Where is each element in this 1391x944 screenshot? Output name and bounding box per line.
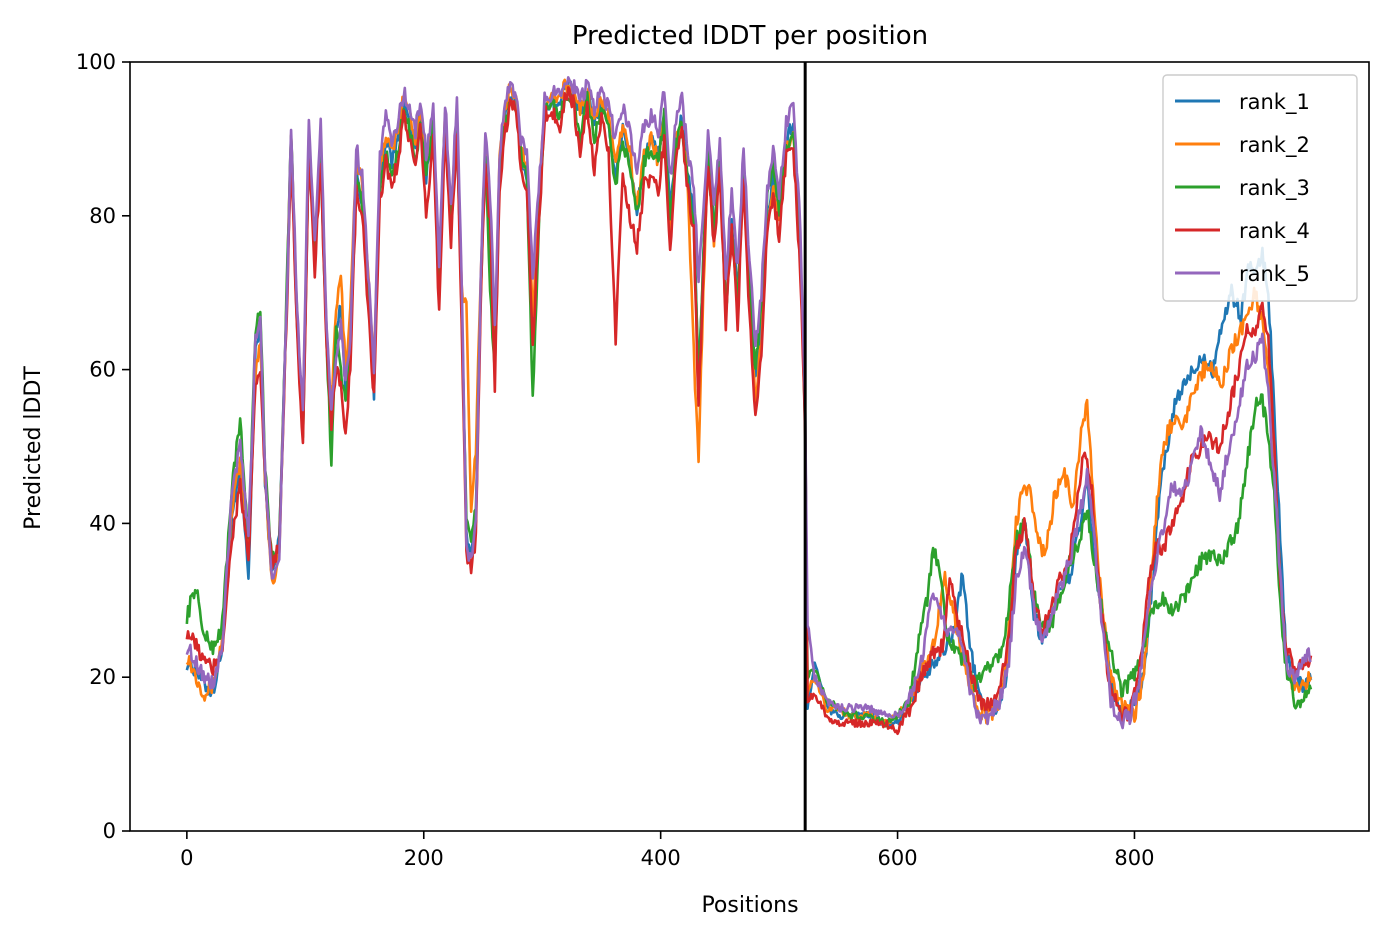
x-tick-label: 800	[1114, 846, 1154, 870]
legend-label: rank_5	[1239, 262, 1310, 287]
legend: rank_1 rank_2 rank_3 rank_4 rank_5	[1162, 74, 1358, 302]
y-tick-label: 20	[89, 665, 116, 689]
axes: 0 200 400 600 800 0 20 40 60 80 100	[76, 50, 1370, 870]
y-tick-label: 60	[89, 358, 116, 382]
x-tick-label: 400	[641, 846, 681, 870]
legend-label: rank_2	[1239, 133, 1310, 158]
x-tick-label: 200	[404, 846, 444, 870]
legend-label: rank_3	[1239, 176, 1310, 201]
legend-box	[1162, 74, 1358, 302]
y-tick-label: 40	[89, 511, 116, 535]
plot-frame	[129, 61, 1370, 832]
x-tick-label: 0	[180, 846, 193, 870]
series-line-rank-5	[185, 76, 1312, 730]
x-tick-label: 600	[878, 846, 918, 870]
plot-area	[185, 62, 1313, 831]
y-tick-label: 0	[103, 819, 116, 843]
legend-label: rank_1	[1239, 90, 1310, 115]
y-tick-label: 80	[89, 204, 116, 228]
chart-title: Predicted lDDT per position	[572, 21, 928, 51]
x-axis-label: Positions	[701, 893, 798, 918]
legend-label: rank_4	[1239, 219, 1310, 244]
y-axis-label: Predicted lDDT	[21, 366, 46, 530]
y-tick-label: 100	[76, 50, 116, 74]
